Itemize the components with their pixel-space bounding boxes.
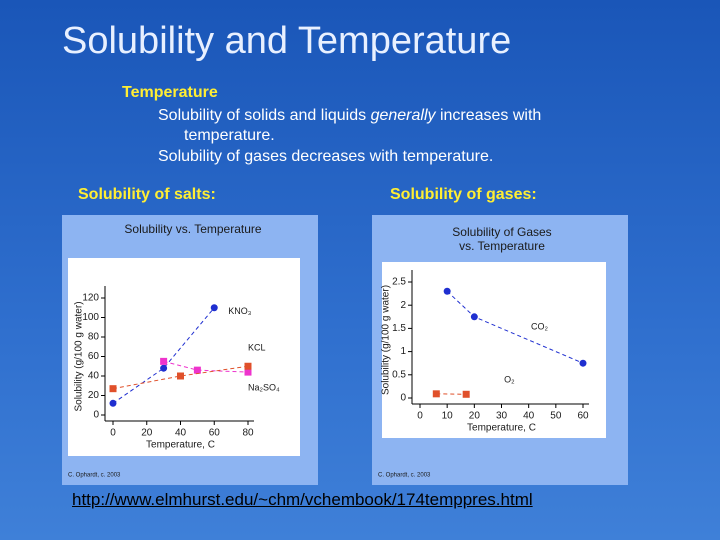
text: Solubility of solids and liquids xyxy=(158,107,371,124)
text: Solubility of gases decreases with tempe… xyxy=(158,148,494,165)
data-point xyxy=(470,313,478,321)
x-tick-label: 0 xyxy=(417,411,423,422)
data-point xyxy=(462,390,470,398)
series-line xyxy=(112,365,249,390)
x-tick-label: 30 xyxy=(496,411,508,422)
y-axis-label: Solubility (g/100 g water) xyxy=(381,285,392,395)
x-tick-label: 20 xyxy=(469,411,481,422)
emphasis: generally xyxy=(370,107,436,124)
data-point xyxy=(244,362,252,370)
x-tick-label: 20 xyxy=(141,428,153,439)
data-point xyxy=(244,368,252,376)
data-point xyxy=(210,304,218,312)
link[interactable]: http://www.elmhurst.edu/~chm/vchembook/1… xyxy=(72,490,533,509)
slide-title: Solubility and Temperature xyxy=(62,20,512,62)
bullet: Solubility of gases decreases with tempe… xyxy=(158,147,584,167)
caption: Solubility of salts: xyxy=(78,186,216,203)
x-tick-label: 50 xyxy=(550,411,562,422)
y-tick-label: 2.5 xyxy=(392,277,406,288)
series-line xyxy=(112,307,215,404)
x-tick-label: 10 xyxy=(442,411,454,422)
x-tick-label: 80 xyxy=(242,428,254,439)
series-label: Na₂SO₄ xyxy=(248,383,280,393)
heading: Temperature xyxy=(122,84,218,101)
chart-title: Solubility of Gases xyxy=(452,225,551,239)
data-point xyxy=(177,372,184,380)
x-axis-label: Temperature, C xyxy=(146,440,215,451)
data-point xyxy=(109,385,117,393)
data-point xyxy=(443,287,451,295)
y-tick-label: 2 xyxy=(400,300,406,311)
x-tick-label: 60 xyxy=(209,428,221,439)
y-tick-label: 1.5 xyxy=(392,323,406,334)
y-tick-label: 20 xyxy=(88,390,100,401)
data-point xyxy=(160,364,168,372)
y-tick-label: 100 xyxy=(82,312,99,323)
credit: C. Ophardt, c. 2003 xyxy=(378,473,431,479)
plot-background xyxy=(68,258,300,456)
data-point xyxy=(432,390,440,398)
series-label: KCL xyxy=(248,342,266,352)
series-label: O₂ xyxy=(504,375,515,385)
x-tick-label: 0 xyxy=(110,428,116,439)
y-tick-label: 60 xyxy=(88,351,100,362)
y-tick-label: 80 xyxy=(88,332,100,343)
y-tick-label: 0.5 xyxy=(392,369,406,380)
y-tick-label: 0 xyxy=(93,410,99,421)
x-tick-label: 40 xyxy=(523,411,535,422)
data-point xyxy=(160,357,168,365)
credit: C. Ophardt, c. 2003 xyxy=(68,473,121,479)
x-tick-label: 60 xyxy=(577,411,589,422)
y-tick-label: 0 xyxy=(400,393,406,404)
plot-background xyxy=(382,262,606,438)
bullet: Solubility of solids and liquids general… xyxy=(158,106,584,146)
data-point xyxy=(579,359,587,367)
caption: Solubility of gases: xyxy=(390,186,537,203)
y-tick-label: 40 xyxy=(88,371,100,382)
chart-title: Solubility vs. Temperature xyxy=(124,222,262,236)
chart-title: vs. Temperature xyxy=(459,239,545,253)
series-label: KNO₃ xyxy=(228,306,252,316)
x-tick-label: 40 xyxy=(175,428,187,439)
data-point xyxy=(109,399,117,407)
x-axis-label: Temperature, C xyxy=(467,423,536,434)
y-tick-label: 1 xyxy=(400,346,406,357)
y-tick-label: 120 xyxy=(82,293,99,304)
data-point xyxy=(193,366,201,374)
y-axis-label: Solubility (g/100 g water) xyxy=(74,301,85,411)
text: increases with temperature. xyxy=(184,107,542,144)
series-label: CO₂ xyxy=(531,322,549,332)
